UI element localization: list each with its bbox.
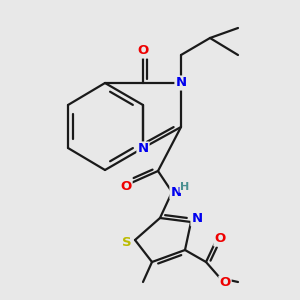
Text: O: O xyxy=(137,44,148,58)
Text: O: O xyxy=(214,232,226,245)
Text: N: N xyxy=(137,142,148,155)
Text: H: H xyxy=(180,182,190,192)
Text: N: N xyxy=(191,212,203,226)
Text: O: O xyxy=(120,181,132,194)
Text: S: S xyxy=(122,236,132,250)
Text: N: N xyxy=(176,76,187,89)
Text: O: O xyxy=(219,277,231,290)
Text: N: N xyxy=(170,185,182,199)
